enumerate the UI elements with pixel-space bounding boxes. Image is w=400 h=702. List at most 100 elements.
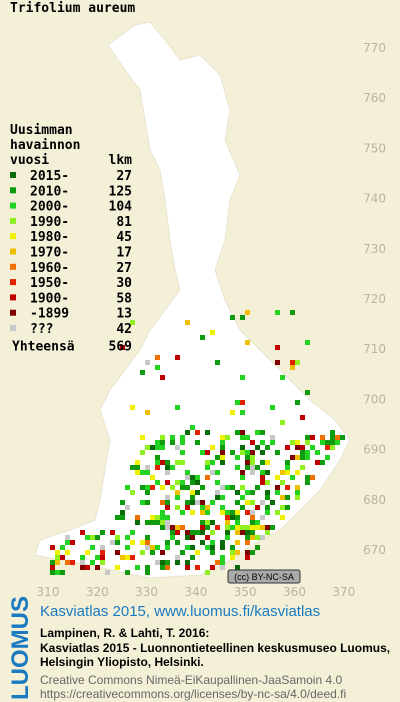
legend-total-count: 569 [109, 339, 132, 354]
observation-square [275, 360, 280, 365]
link[interactable]: Kasviatlas 2015, www.luomus.fi/kasviatla… [40, 603, 320, 620]
observation-square [200, 505, 205, 510]
observation-square [205, 545, 210, 550]
observation-square [195, 530, 200, 535]
observation-square [220, 555, 225, 560]
observation-square [240, 400, 245, 405]
observation-square [260, 430, 265, 435]
observation-square [245, 340, 250, 345]
observation-square [240, 505, 245, 510]
legend-swatch [10, 294, 16, 301]
observation-square [220, 505, 225, 510]
observation-square [295, 360, 300, 365]
observation-square [225, 510, 230, 515]
observation-square [205, 525, 210, 530]
observation-square [130, 555, 135, 560]
observation-square [180, 510, 185, 515]
observation-square [50, 545, 55, 550]
y-grid-label: 700 [363, 392, 386, 406]
observation-square [115, 565, 120, 570]
observation-square [135, 470, 140, 475]
observation-square [185, 545, 190, 550]
legend-swatch [10, 233, 16, 240]
observation-square [250, 535, 255, 540]
observation-square [205, 535, 210, 540]
observation-square [125, 570, 130, 575]
observation-square [60, 545, 65, 550]
observation-square [145, 445, 150, 450]
observation-square [130, 540, 135, 545]
observation-square [275, 485, 280, 490]
observation-square [100, 560, 105, 565]
observation-square [235, 465, 240, 470]
observation-square [185, 560, 190, 565]
observation-square [190, 555, 195, 560]
observation-square [245, 455, 250, 460]
legend-label: 2000- [30, 200, 69, 215]
observation-square [65, 540, 70, 545]
observation-square [50, 560, 55, 565]
observation-square [95, 555, 100, 560]
observation-square [170, 440, 175, 445]
observation-square [120, 345, 125, 350]
observation-square [330, 445, 335, 450]
observation-square [200, 450, 205, 455]
license-text[interactable]: https://creativecommons.org/licenses/by-… [40, 687, 346, 701]
legend-swatch [10, 309, 16, 316]
observation-square [215, 360, 220, 365]
observation-square [330, 430, 335, 435]
observation-square [245, 310, 250, 315]
observation-square [190, 545, 195, 550]
observation-square [250, 520, 255, 525]
observation-square [225, 530, 230, 535]
observation-square [55, 550, 60, 555]
observation-square [205, 505, 210, 510]
observation-square [230, 410, 235, 415]
observation-square [170, 485, 175, 490]
legend-count: 58 [116, 291, 132, 306]
observation-square [235, 550, 240, 555]
observation-square [210, 330, 215, 335]
observation-square [160, 515, 165, 520]
observation-square [125, 535, 130, 540]
observation-square [90, 560, 95, 565]
observation-square [305, 455, 310, 460]
observation-square [150, 445, 155, 450]
observation-square [290, 365, 295, 370]
observation-square [165, 500, 170, 505]
legend-count: 45 [116, 230, 132, 245]
observation-square [175, 355, 180, 360]
observation-square [210, 500, 215, 505]
x-grid-label: 330 [135, 585, 158, 599]
observation-square [220, 565, 225, 570]
observation-square [155, 560, 160, 565]
observation-square [185, 320, 190, 325]
observation-square [160, 560, 165, 565]
observation-square [180, 480, 185, 485]
observation-square [70, 540, 75, 545]
observation-square [85, 550, 90, 555]
observation-square [130, 530, 135, 535]
observation-square [260, 535, 265, 540]
observation-square [300, 465, 305, 470]
logo[interactable]: LUOMUS [7, 596, 34, 700]
observation-square [190, 425, 195, 430]
observation-square [265, 530, 270, 535]
legend-count: 17 [116, 246, 132, 261]
observation-square [120, 515, 125, 520]
legend-swatch [10, 248, 16, 255]
observation-square [175, 490, 180, 495]
observation-square [175, 525, 180, 530]
observation-square [185, 485, 190, 490]
observation-square [155, 460, 160, 465]
observation-square [255, 445, 260, 450]
observation-square [150, 475, 155, 480]
observation-square [220, 495, 225, 500]
observation-square [90, 535, 95, 540]
observation-square [95, 565, 100, 570]
observation-square [125, 555, 130, 560]
observation-square [190, 500, 195, 505]
legend-swatch [10, 263, 16, 270]
observation-square [215, 495, 220, 500]
observation-square [65, 560, 70, 565]
